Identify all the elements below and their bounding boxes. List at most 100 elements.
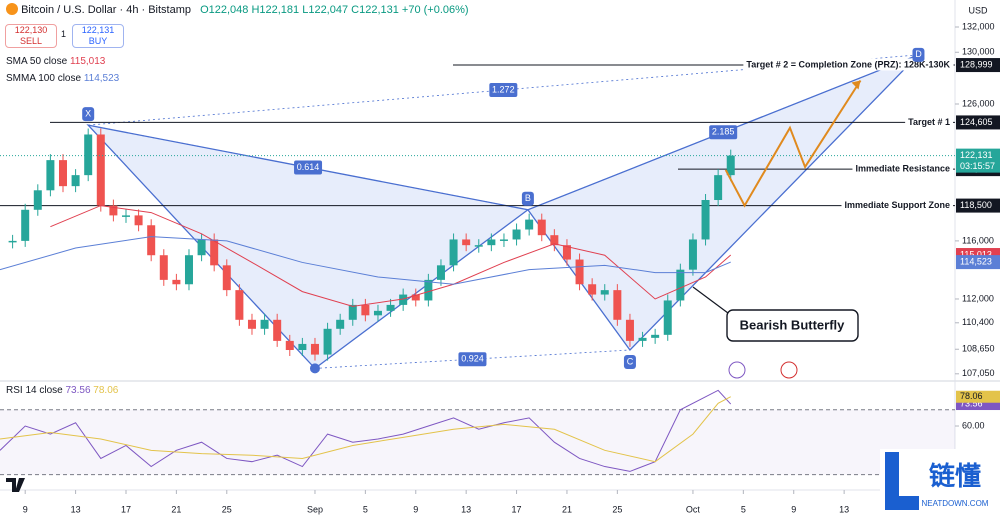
y-tick-label: 130,000 [962, 47, 995, 57]
price-box [956, 58, 1000, 73]
sell-button[interactable]: 122,130 SELL [5, 24, 57, 48]
symbol-title: Bitcoin / U.S. Dollar · 4h · Bitstamp [21, 4, 192, 16]
rsi-value-label: 78.06 [960, 391, 983, 401]
candle [159, 255, 168, 280]
price-box [956, 115, 1000, 130]
y-tick-label: 112,000 [962, 293, 994, 303]
candle [172, 279, 181, 285]
x-tick-label: 25 [222, 504, 232, 514]
candle [525, 219, 534, 230]
icons [728, 361, 798, 379]
flag-icon[interactable] [780, 361, 798, 379]
current-price-label: 122,131 [960, 150, 993, 160]
pattern-point-label: X [85, 109, 91, 119]
pattern-point-label: C [627, 356, 634, 366]
candle [134, 215, 143, 226]
projection-path [724, 79, 862, 208]
candle [600, 290, 609, 295]
price-box [956, 198, 1000, 213]
ohlc: O122,048 H122,181 L122,047 C122,131 +70 … [200, 4, 469, 16]
candle [714, 175, 723, 201]
y-tick-label: 126,000 [962, 98, 995, 108]
legend-value: 115,013 [69, 56, 106, 67]
candle [575, 259, 584, 285]
tv-logo [6, 478, 25, 492]
rsi-line [0, 389, 732, 472]
ma-price-box [956, 255, 1000, 270]
buy-button[interactable]: 122,131 BUY [72, 24, 124, 48]
pattern-point-label: B [525, 193, 531, 203]
candle [273, 319, 282, 341]
x-tick-label: 13 [71, 504, 81, 514]
candle [109, 205, 118, 216]
candle [436, 265, 445, 280]
y-tick-label: 60.00 [962, 420, 985, 430]
ratio-box [458, 352, 487, 367]
callout-arrow [692, 286, 733, 317]
candle [348, 304, 357, 320]
candle [260, 319, 269, 329]
watermark-name: 链懂 [929, 461, 981, 491]
ma-price-label: 115,013 [960, 249, 992, 259]
candle [663, 300, 672, 335]
x-tick-label: 9 [791, 504, 796, 514]
sell-label: SELL [19, 36, 43, 46]
y-tick-label: 107,050 [962, 368, 995, 378]
candle [411, 294, 420, 301]
level-label-bg [743, 58, 954, 71]
legend-value: 114,523 [83, 73, 120, 84]
candle [625, 319, 634, 341]
candle [21, 209, 30, 241]
ratio-box [294, 160, 323, 175]
candle [8, 240, 17, 243]
level-label: Immediate Resistance [855, 163, 950, 173]
ma-line [50, 205, 732, 307]
x-tick-label: 13 [461, 504, 471, 514]
x-tick-label: 21 [171, 504, 181, 514]
indicator-sma50: SMA 50 close 115,013 [6, 56, 105, 67]
candle [651, 334, 660, 338]
candle [701, 200, 710, 240]
x-tick-label: 17 [512, 504, 522, 514]
watermark-logo [885, 452, 919, 510]
candle [449, 239, 458, 266]
candle [676, 269, 685, 301]
rsi-line [0, 396, 731, 463]
watermark: 链懂 NEATDOWN.COM [880, 449, 1000, 519]
indicator-smma100: SMMA 100 close 114,523 [6, 73, 119, 84]
pattern-point [623, 355, 636, 370]
callout-text: Bearish Butterfly [740, 317, 846, 332]
rsi-value-box [956, 390, 1000, 403]
callout-box [726, 309, 859, 342]
candle [588, 284, 597, 295]
candle [361, 304, 370, 316]
candle [474, 245, 483, 247]
currency: USD [968, 5, 988, 15]
rsi-value-label: 73.56 [960, 398, 983, 408]
current-price-box [956, 148, 1000, 173]
ratio-label: 1.272 [492, 84, 515, 94]
buy-label: BUY [88, 36, 108, 46]
candle [285, 340, 294, 351]
axes: 9 13 17 21 25 Sep 5 9 13 17 21 25 Oct 5 9 13 132,000 130,… [23, 21, 1000, 514]
candle [147, 225, 156, 256]
x-tick-label: 13 [839, 504, 849, 514]
x-tick-label: 17 [121, 504, 131, 514]
candle [58, 160, 67, 187]
x-tick-label: Oct [686, 504, 701, 514]
level-label: Target # 1 [908, 117, 950, 127]
projection-arrow [851, 80, 861, 90]
candle [499, 239, 508, 241]
candle [462, 239, 471, 246]
candle [310, 343, 319, 355]
candle [537, 219, 546, 236]
candle [336, 319, 345, 329]
x-tick-label: 25 [612, 504, 622, 514]
x-tick-label: 9 [23, 504, 28, 514]
buy-price: 122,131 [81, 25, 115, 35]
candle [33, 190, 42, 210]
y-tick-label: 132,000 [962, 21, 995, 31]
event-icon[interactable] [728, 361, 746, 379]
